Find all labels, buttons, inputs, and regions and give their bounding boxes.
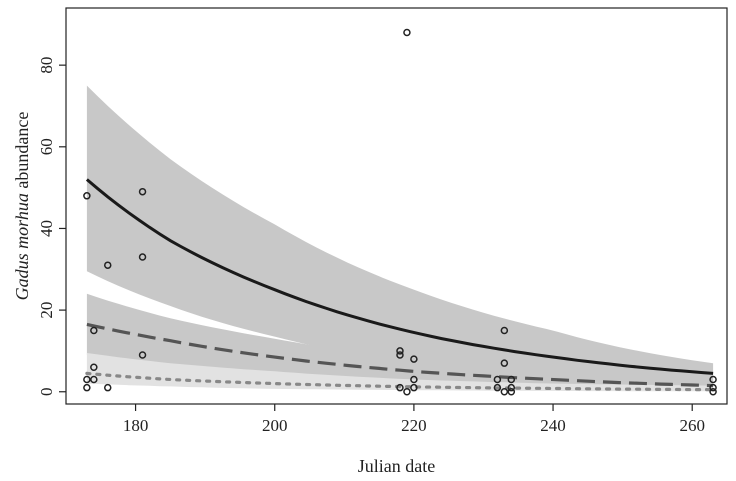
- data-point: [83, 192, 91, 200]
- data-point: [103, 383, 112, 392]
- data-point: [709, 375, 717, 384]
- fit-lines: [85, 178, 715, 392]
- data-point: [709, 383, 717, 392]
- data-point: [396, 351, 404, 359]
- y-axis: 0 20 40 60 80: [37, 57, 66, 396]
- y-tick-label: 40: [37, 220, 56, 237]
- y-tick-label: 0: [37, 388, 56, 397]
- data-point: [90, 326, 98, 335]
- data-point: [500, 388, 509, 396]
- x-tick-label: 240: [540, 416, 566, 435]
- y-tick-label: 20: [37, 302, 56, 319]
- confidence-band-solid: [86, 85, 714, 384]
- data-point: [493, 383, 502, 392]
- data-point: [396, 383, 404, 392]
- data-point: [138, 187, 147, 196]
- data-point: [500, 359, 509, 367]
- data-point: [138, 253, 147, 261]
- confidence-band-dashed: [86, 293, 714, 390]
- data-point: [410, 375, 418, 384]
- confidence-band-dotted: [86, 353, 714, 392]
- fit-line-dashed: [86, 322, 714, 388]
- data-point: [103, 261, 112, 269]
- fit-line-dotted: [85, 371, 715, 392]
- data-point: [493, 375, 502, 384]
- data-point: [90, 375, 98, 384]
- data-points: [83, 28, 717, 396]
- y-tick-label: 60: [37, 138, 56, 155]
- x-axis: 180 200 220 240 260: [123, 404, 705, 435]
- fit-line-solid: [85, 178, 714, 375]
- y-tick-label: 80: [37, 57, 56, 74]
- x-axis-title: Julian date: [358, 456, 435, 476]
- data-point: [138, 351, 147, 359]
- data-point: [83, 383, 91, 392]
- data-point: [83, 375, 91, 384]
- data-point: [500, 326, 509, 335]
- x-tick-label: 200: [262, 416, 288, 435]
- data-point: [507, 388, 516, 396]
- data-point: [709, 388, 717, 396]
- x-tick-label: 180: [123, 416, 149, 435]
- data-point: [90, 363, 98, 372]
- y-axis-title-species: Gadus morhua: [12, 193, 32, 300]
- y-axis-title-unit: abundance: [12, 112, 32, 193]
- x-tick-label: 260: [679, 416, 705, 435]
- data-point: [410, 383, 418, 392]
- data-point: [396, 347, 404, 355]
- confidence-bands: [86, 85, 714, 392]
- y-axis-title: Gadus morhua abundance: [12, 112, 32, 301]
- x-tick-label: 220: [401, 416, 427, 435]
- data-point: [403, 28, 411, 37]
- data-point: [507, 383, 516, 392]
- plot-frame: [65, 7, 728, 405]
- data-point: [507, 375, 516, 384]
- data-point: [410, 355, 418, 363]
- data-point: [403, 388, 411, 396]
